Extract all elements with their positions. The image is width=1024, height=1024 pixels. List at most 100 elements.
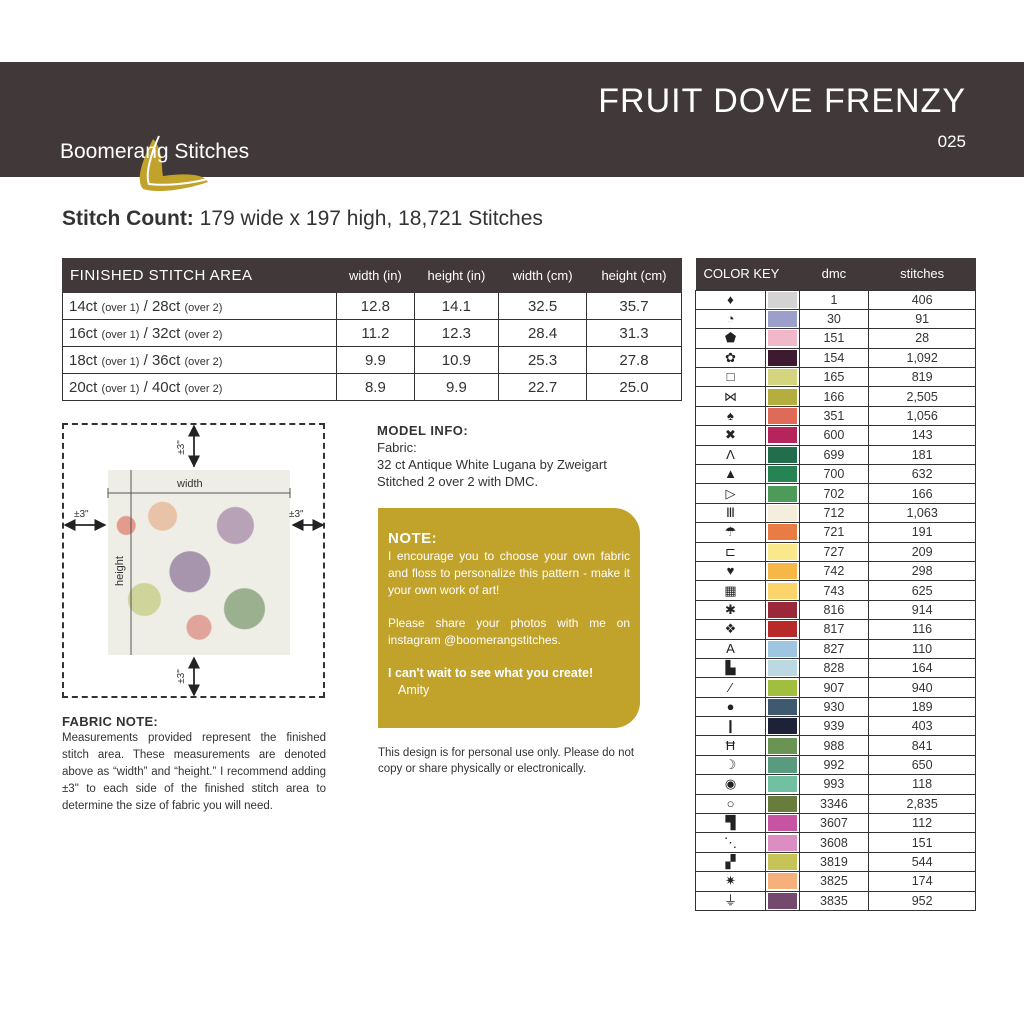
symbol-icon: A: [695, 638, 766, 659]
fabric-note: FABRIC NOTE: Measurements provided repre…: [62, 713, 326, 815]
dmc-number: 699: [798, 444, 870, 466]
dmc-number: 166: [798, 386, 870, 407]
dmc-number: 151: [798, 328, 870, 349]
pattern-code: 025: [937, 132, 966, 151]
measurement-cell: 25.3: [498, 346, 587, 374]
col-header: FINISHED STITCH AREA: [61, 258, 338, 293]
margin-top-label: ±3": [175, 440, 187, 455]
stitch-count-cell: 2,505: [868, 386, 976, 407]
color-key-row: A 827 110: [695, 638, 976, 659]
model-info-line: Stitched 2 over 2 with DMC.: [377, 474, 539, 489]
symbol-icon: ▦: [695, 580, 766, 601]
color-swatch: [765, 619, 800, 640]
note-title: NOTE:: [388, 530, 438, 547]
symbol-icon: ⁄: [695, 677, 766, 698]
dmc-number: 702: [798, 483, 870, 504]
color-key-row: ⬟ 151 28: [695, 328, 976, 349]
stitch-count-cell: 166: [868, 483, 976, 504]
color-key-row: ✱ 816 914: [695, 599, 976, 621]
color-swatch: [765, 367, 800, 388]
color-swatch: [765, 425, 800, 446]
symbol-icon: ⬟: [695, 328, 766, 349]
stitch-count-cell: 174: [868, 871, 976, 892]
color-swatch: [765, 774, 800, 795]
fabric-outline: [62, 423, 325, 698]
note-box: NOTE: I encourage you to choose your own…: [378, 508, 640, 728]
color-key-row: □ 165 819: [695, 367, 976, 388]
dmc-number: 817: [798, 619, 870, 640]
color-key-row: ▙ 828 164: [695, 657, 976, 679]
stitch-count-cell: 544: [868, 851, 976, 873]
stitch-count-cell: 1,063: [868, 502, 976, 524]
disclaimer: This design is for personal use only. Pl…: [378, 747, 635, 775]
color-swatch: [765, 851, 800, 873]
symbol-icon: ✱: [695, 599, 766, 621]
model-info-line: Fabric:: [377, 440, 417, 455]
measurement-cell: 25.0: [585, 373, 683, 401]
symbol-icon: □: [695, 367, 766, 388]
stitch-count-cell: 151: [868, 832, 976, 853]
dmc-number: 988: [798, 735, 870, 756]
stitch-count-cell: 819: [868, 367, 976, 388]
symbol-icon: ⊏: [695, 541, 766, 562]
dmc-number: 600: [798, 425, 870, 446]
dmc-number: 827: [798, 638, 870, 659]
symbol-icon: Λ: [695, 444, 766, 466]
measurement-cell: 8.9: [336, 373, 415, 401]
dmc-number: 939: [798, 716, 870, 737]
table-row: 20ct (over 1) / 40ct (over 2) 8.9 9.9 22.7 2…: [61, 373, 683, 401]
color-key-row: ⏚ 3835 952: [695, 890, 976, 912]
fabric-note-title: FABRIC NOTE:: [62, 714, 159, 729]
measurement-cell: 14.1: [413, 292, 500, 320]
measurement-cell: 35.7: [585, 292, 683, 320]
dmc-number: 930: [798, 696, 870, 718]
dmc-number: 700: [798, 464, 870, 485]
symbol-icon: ⋱: [695, 832, 766, 853]
symbol-icon: ▲: [695, 464, 766, 485]
stitch-count-cell: 650: [868, 754, 976, 776]
measurement-cell: 27.8: [585, 346, 683, 374]
dmc-number: 30: [798, 308, 870, 330]
color-key-row: ▜ 3607 112: [695, 813, 976, 834]
finished-stitch-area-table: FINISHED STITCH AREA width (in) height (…: [61, 258, 683, 401]
dmc-number: 992: [798, 754, 870, 776]
measurement-cell: 22.7: [498, 373, 587, 401]
symbol-icon: ▞: [695, 851, 766, 873]
symbol-icon: ✖: [695, 425, 766, 446]
table-row: 16ct (over 1) / 32ct (over 2) 11.2 12.3 28.…: [61, 319, 683, 347]
stitch-count-value: 179 wide x 197 high, 18,721 Stitches: [199, 207, 543, 230]
symbol-icon: ▙: [695, 657, 766, 679]
dmc-number: 993: [798, 774, 870, 795]
dmc-number: 742: [798, 560, 870, 582]
color-swatch: [765, 444, 800, 466]
symbol-icon: Ħ: [695, 735, 766, 756]
model-info: MODEL INFO: Fabric: 32 ct Antique White …: [377, 422, 607, 490]
dmc-number: 1: [798, 289, 870, 310]
symbol-icon: ◉: [695, 774, 766, 795]
color-key-row: ⋈ 166 2,505: [695, 386, 976, 407]
symbol-icon: ☂: [695, 522, 766, 543]
measurement-cell: 9.9: [413, 373, 500, 401]
stitch-count-cell: 2,835: [868, 793, 976, 815]
color-key-row: ☂ 721 191: [695, 522, 976, 543]
stitch-count-cell: 191: [868, 522, 976, 543]
dmc-number: 721: [798, 522, 870, 543]
color-swatch: [765, 405, 800, 427]
color-key-row: ♠ 351 1,056: [695, 405, 976, 427]
dmc-number: 828: [798, 657, 870, 679]
fabric-count-cell: 18ct (over 1) / 36ct (over 2): [61, 346, 338, 374]
brand-name: Boomerang Stitches: [60, 140, 250, 163]
symbol-icon: ♦: [695, 289, 766, 310]
note-signature: Amity: [398, 683, 430, 697]
table-row: 18ct (over 1) / 36ct (over 2) 9.9 10.9 25.3…: [61, 346, 683, 374]
color-swatch: [765, 483, 800, 504]
color-key-row: ⊏ 727 209: [695, 541, 976, 562]
color-swatch: [765, 716, 800, 737]
color-key-row: ☽ 992 650: [695, 754, 976, 776]
color-key-row: ❙ 939 403: [695, 716, 976, 737]
symbol-icon: ○: [695, 793, 766, 815]
stitch-count: Stitch Count: 179 wide x 197 high, 18,72…: [62, 207, 543, 231]
color-key-row: Ħ 988 841: [695, 735, 976, 756]
color-swatch: [765, 541, 800, 562]
color-key-row: ▞ 3819 544: [695, 851, 976, 873]
